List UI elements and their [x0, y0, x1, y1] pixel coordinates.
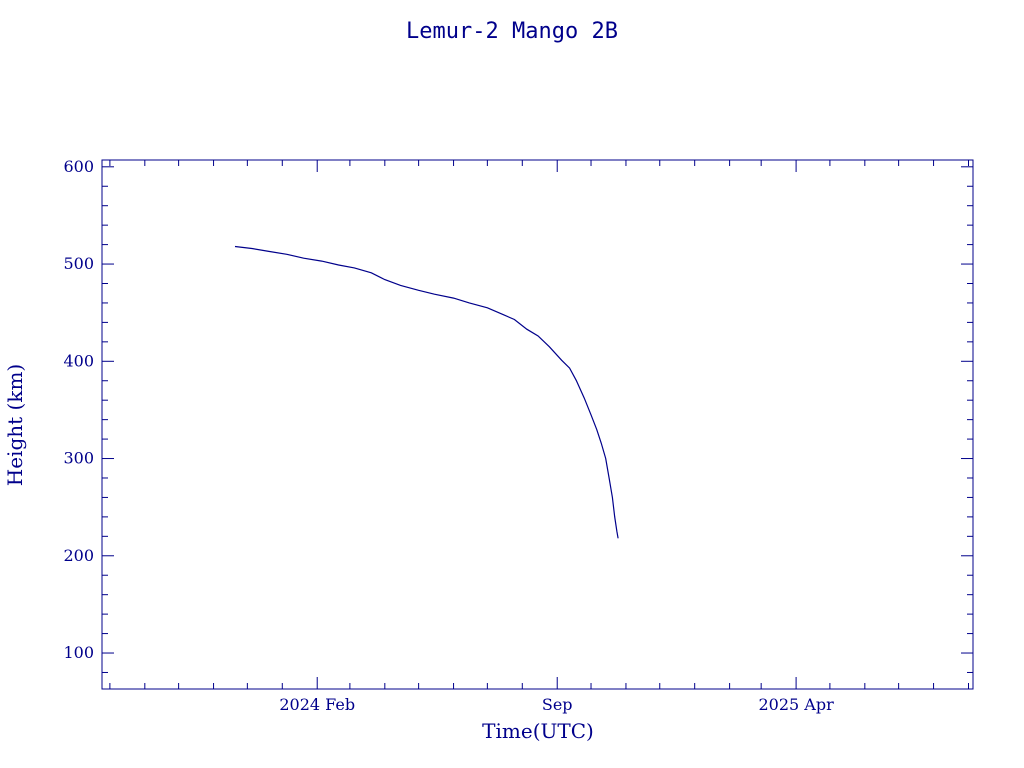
y-tick-label: 600 — [63, 157, 94, 176]
y-tick-label: 500 — [63, 254, 94, 273]
y-axis-label: Height (km) — [3, 364, 27, 486]
series-line — [234, 245, 619, 539]
axis-ticks — [102, 160, 973, 689]
y-tick-labels: 100 200 300 400 500 600 — [63, 157, 94, 662]
x-tick-label: 2025 Apr — [758, 695, 834, 714]
x-tick-label: Sep — [542, 695, 573, 714]
y-tick-label: 200 — [63, 546, 94, 565]
x-tick-label: 2024 Feb — [279, 695, 355, 714]
plot-frame — [101, 159, 974, 690]
y-tick-label: 300 — [63, 449, 94, 468]
y-tick-label: 400 — [63, 351, 94, 370]
x-tick-labels: 2024 Feb Sep 2025 Apr — [279, 695, 834, 714]
chart-title: Lemur-2 Mango 2B — [406, 19, 618, 44]
x-axis-label: Time(UTC) — [482, 719, 594, 743]
y-tick-label: 100 — [63, 643, 94, 662]
